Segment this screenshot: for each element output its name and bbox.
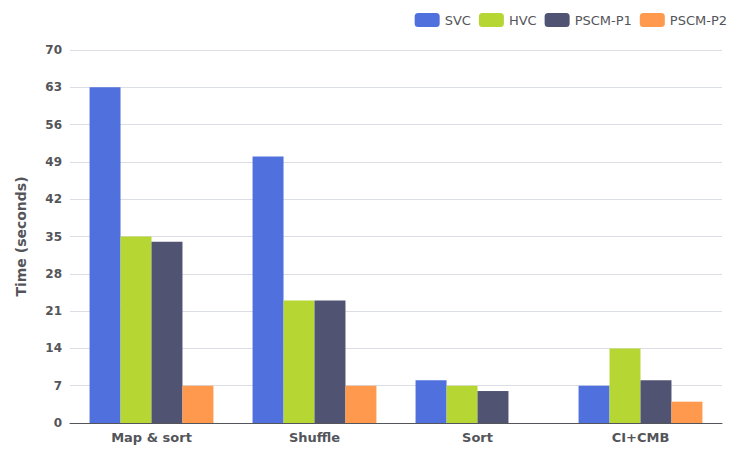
svg-text:28: 28: [45, 267, 62, 281]
svg-text:PSCM-P1: PSCM-P1: [575, 13, 632, 28]
svg-text:0: 0: [54, 416, 62, 430]
svg-text:Shuffle: Shuffle: [289, 430, 340, 445]
svg-text:56: 56: [45, 118, 62, 132]
svg-text:35: 35: [45, 230, 62, 244]
svg-text:21: 21: [45, 304, 62, 318]
svg-text:PSCM-P2: PSCM-P2: [670, 13, 727, 28]
svg-text:CI+CMB: CI+CMB: [612, 430, 670, 445]
svg-text:HVC: HVC: [509, 13, 537, 28]
svg-text:Map & sort: Map & sort: [111, 430, 192, 445]
svg-text:Sort: Sort: [462, 430, 493, 445]
svg-text:70: 70: [45, 43, 62, 57]
svg-text:42: 42: [45, 192, 62, 206]
svg-text:63: 63: [45, 80, 62, 94]
svg-text:SVC: SVC: [445, 13, 471, 28]
svg-text:7: 7: [54, 379, 62, 393]
svg-text:49: 49: [45, 155, 62, 169]
svg-text:Time (seconds): Time (seconds): [13, 176, 29, 296]
svg-text:14: 14: [45, 341, 62, 355]
